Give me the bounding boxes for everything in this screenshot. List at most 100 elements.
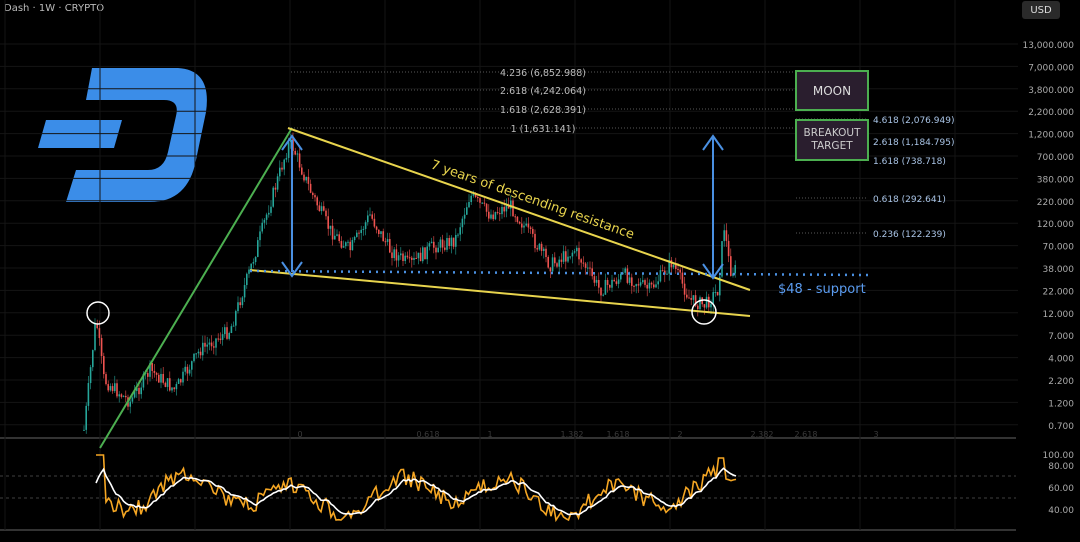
price-tick-label: 380.000: [1037, 175, 1074, 185]
candle-body: [210, 342, 213, 347]
candle-body: [237, 302, 239, 312]
candle-body: [571, 252, 574, 257]
candle-body: [591, 268, 593, 277]
candle-body: [628, 277, 631, 283]
candle-body: [186, 366, 189, 374]
price-tick-label: 220.000: [1037, 198, 1074, 208]
measured-move-arrow-left: [281, 134, 303, 278]
candle-body: [224, 327, 226, 335]
candle-body: [485, 203, 488, 212]
candle-body: [197, 351, 200, 354]
candle-body: [703, 304, 706, 308]
candle-body: [114, 383, 116, 392]
candle-body: [532, 228, 534, 234]
candle-body: [457, 234, 459, 236]
candle-body: [397, 255, 400, 261]
candle-body: [525, 223, 527, 226]
candle-body: [149, 363, 151, 377]
candle-body: [202, 342, 204, 356]
price-axis[interactable]: 13,000.000 7,000.000 3,800.000 2,200.000 1,2…: [1022, 41, 1074, 432]
price-tick-label: 7.000: [1048, 332, 1074, 342]
candle-body: [721, 241, 723, 277]
candle-body: [444, 247, 446, 250]
candle-body: [452, 237, 455, 247]
candle-body: [558, 259, 560, 267]
candle-body: [188, 369, 191, 374]
candle-body: [252, 262, 255, 264]
time-axis-label: 2.618: [795, 430, 818, 439]
price-tick-label: 7,000.000: [1028, 63, 1074, 73]
candle-body: [543, 248, 545, 251]
candle-body: [83, 429, 85, 431]
candle-body: [107, 384, 109, 391]
candle-body: [430, 241, 433, 244]
candle-body: [285, 157, 288, 160]
candle-body: [279, 167, 281, 177]
candle-body: [133, 390, 136, 398]
candle-body: [567, 256, 569, 262]
candle-body: [173, 387, 175, 390]
candle-body: [549, 267, 552, 272]
candle-body: [633, 285, 635, 287]
candle-body: [472, 193, 475, 196]
candle-body: [470, 195, 472, 203]
candle-body: [226, 327, 228, 339]
uptrend-line: [99, 127, 293, 449]
candle-body: [389, 239, 391, 253]
candle-body: [270, 206, 272, 213]
candle-body: [584, 263, 587, 268]
candle-body: [175, 383, 178, 390]
candle-body: [213, 346, 215, 348]
candle-body: [422, 247, 424, 262]
candle-body: [129, 401, 131, 407]
candle-body: [620, 273, 622, 280]
candle-body: [677, 268, 679, 270]
candle-body: [686, 294, 688, 298]
candle-body: [340, 241, 343, 248]
candle-body: [697, 305, 699, 310]
candle-body: [474, 193, 477, 197]
candle-body: [100, 338, 103, 357]
candle-body: [719, 276, 721, 296]
candle-body: [312, 192, 314, 196]
price-tick-label: 1,200.000: [1028, 131, 1074, 141]
highlight-circle-low: [691, 299, 717, 325]
candle-body: [560, 259, 563, 262]
candle-body: [690, 298, 692, 300]
candle-body: [380, 231, 382, 234]
fib-level-label: 0.236 (122.239): [873, 230, 946, 240]
candle-body: [92, 350, 94, 368]
candle-body: [617, 279, 620, 284]
candle-body: [679, 269, 681, 273]
candle-body: [219, 338, 222, 340]
candle-body: [360, 229, 362, 234]
candle-body: [309, 183, 312, 193]
candle-body: [413, 257, 415, 260]
candle-body: [116, 383, 118, 397]
dash-logo-icon: [38, 68, 207, 202]
currency-button[interactable]: USD: [1022, 1, 1060, 19]
candle-body: [177, 379, 180, 384]
candle-body: [639, 282, 642, 286]
candle-body: [160, 373, 162, 383]
oscillator-tick-label: 60.00: [1048, 484, 1074, 494]
candle-body: [171, 387, 173, 391]
candle-body: [446, 238, 448, 250]
candle-body: [162, 373, 164, 383]
fib-level-label: 0.618 (292.641): [873, 195, 946, 205]
candle-body: [386, 239, 389, 242]
candle-body: [714, 291, 717, 293]
candle-body: [490, 214, 492, 219]
candle-body: [580, 259, 582, 263]
candle-body: [461, 218, 464, 228]
candle-body: [659, 270, 662, 282]
candle-body: [653, 284, 655, 288]
candle-body: [593, 276, 596, 283]
candle-body: [316, 197, 318, 206]
candle-body: [534, 233, 536, 249]
candle-body: [501, 206, 503, 215]
grid: [0, 0, 1018, 530]
